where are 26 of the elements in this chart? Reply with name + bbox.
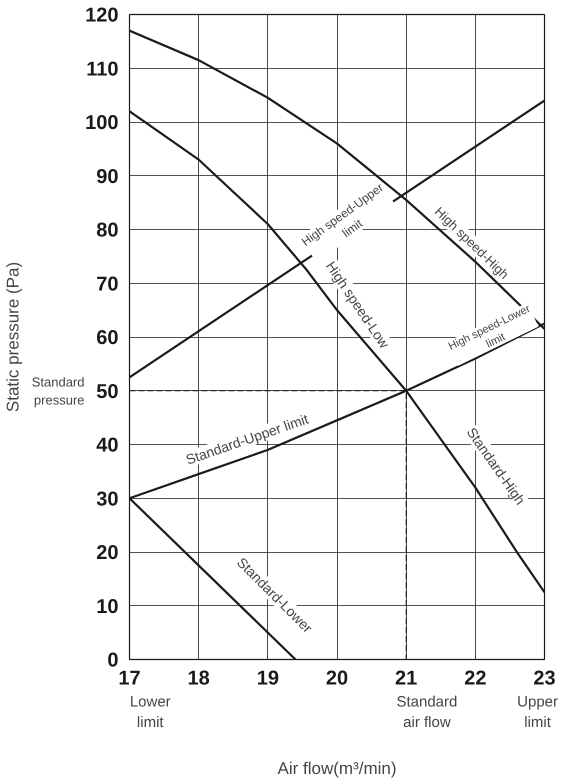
y-tick-label: 30: [96, 488, 119, 510]
y-tick-label: 120: [85, 4, 119, 26]
x-axis-title: Air flow(m³/min): [278, 758, 397, 778]
y-tick-label: 90: [96, 166, 119, 188]
x-tick-label: 17: [118, 668, 141, 690]
x-tick-label: 23: [533, 668, 556, 690]
y-tick-label: 70: [96, 273, 119, 296]
x-tick-label: 18: [188, 668, 210, 690]
y-tick-label: 80: [96, 220, 119, 242]
y-tick-label: 100: [85, 112, 119, 134]
text: Lower limit: [130, 694, 171, 731]
x-tick-label: 19: [256, 668, 279, 690]
y-axis-title: Static pressure (Pa): [4, 262, 23, 412]
x-tick-label: 22: [464, 668, 486, 690]
y-tick-label: 10: [96, 596, 119, 618]
text: Standard pressure: [32, 374, 85, 408]
x-tick-label: 21: [395, 668, 418, 690]
text: Standard air flow: [396, 694, 458, 731]
y-tick-label: 40: [96, 434, 119, 456]
y-tick-label: 60: [96, 327, 119, 349]
text: Upper limit: [517, 694, 558, 731]
y-tick-label: 20: [96, 542, 119, 564]
x-tick-label: 20: [326, 668, 348, 690]
y-tick-label: 110: [86, 58, 118, 80]
y-tick-label: 0: [107, 650, 118, 672]
y-tick-label: 50: [96, 380, 119, 403]
